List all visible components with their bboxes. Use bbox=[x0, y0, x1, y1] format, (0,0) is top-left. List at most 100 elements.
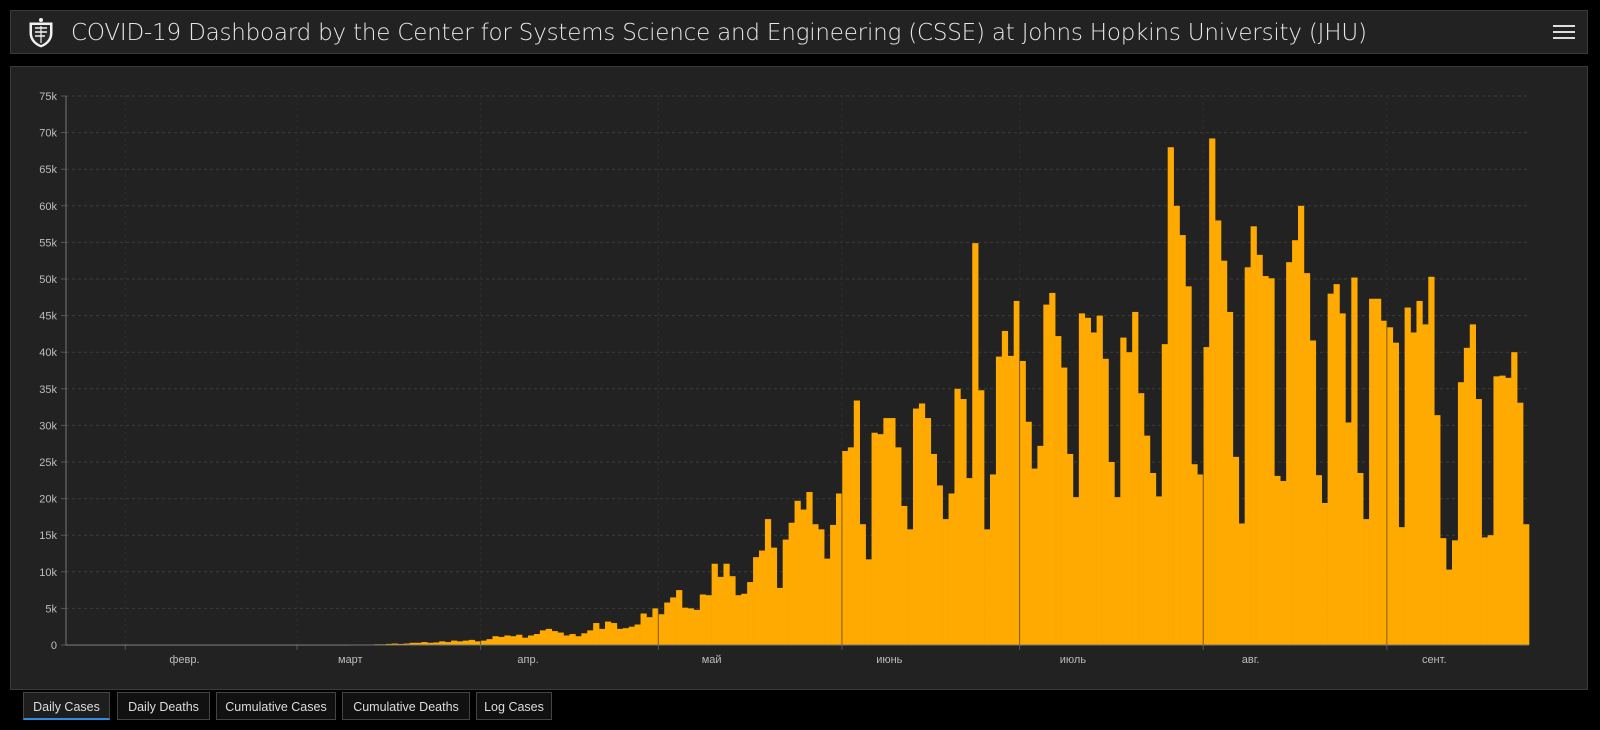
bar bbox=[1351, 277, 1358, 645]
y-tick-label: 50k bbox=[39, 274, 57, 286]
tab-cumulative-deaths[interactable]: Cumulative Deaths bbox=[342, 692, 470, 720]
bar bbox=[1345, 422, 1352, 645]
bar bbox=[1209, 138, 1216, 645]
bar bbox=[670, 597, 677, 645]
bar bbox=[610, 623, 618, 645]
bar bbox=[1523, 524, 1530, 645]
bar bbox=[622, 628, 629, 645]
bar bbox=[451, 640, 458, 645]
bar bbox=[1511, 352, 1518, 645]
bar bbox=[788, 522, 795, 645]
bar bbox=[865, 559, 872, 645]
tab-cumulative-cases[interactable]: Cumulative Cases bbox=[216, 692, 336, 720]
bar bbox=[735, 595, 742, 645]
bar bbox=[1043, 304, 1050, 645]
bar bbox=[1380, 320, 1388, 645]
bar bbox=[433, 642, 440, 645]
bar bbox=[936, 485, 943, 645]
bar bbox=[1090, 332, 1097, 645]
bar bbox=[1457, 382, 1465, 645]
bar bbox=[818, 529, 825, 645]
bar bbox=[1303, 273, 1311, 645]
bar bbox=[599, 628, 606, 645]
y-tick-label: 40k bbox=[39, 347, 57, 359]
y-tick-label: 75k bbox=[39, 91, 57, 103]
bar bbox=[468, 639, 475, 645]
bar bbox=[415, 642, 422, 645]
bar bbox=[770, 547, 778, 645]
x-tick-label: февр. bbox=[169, 654, 199, 666]
bar bbox=[1031, 468, 1038, 645]
bar bbox=[942, 519, 949, 645]
bar bbox=[913, 408, 920, 645]
bar bbox=[1191, 464, 1198, 645]
bar bbox=[1422, 324, 1429, 645]
bar bbox=[563, 635, 570, 645]
bar bbox=[1392, 342, 1399, 645]
bar bbox=[871, 432, 878, 645]
bar bbox=[1298, 205, 1305, 646]
bar bbox=[498, 636, 505, 645]
bar bbox=[646, 617, 653, 645]
x-tick-label: апр. bbox=[517, 654, 538, 666]
y-tick-label: 45k bbox=[39, 311, 57, 323]
tab-daily-deaths[interactable]: Daily Deaths bbox=[117, 692, 210, 720]
bar bbox=[759, 550, 766, 645]
bar bbox=[1013, 300, 1020, 645]
y-tick-label: 60k bbox=[39, 201, 57, 213]
bar bbox=[522, 637, 529, 645]
bar bbox=[480, 640, 487, 645]
bar bbox=[1309, 340, 1317, 645]
bar bbox=[1493, 376, 1500, 645]
hamburger-menu-icon[interactable] bbox=[1553, 22, 1575, 42]
bar bbox=[474, 641, 481, 645]
bar bbox=[699, 594, 706, 645]
tab-daily-cases[interactable]: Daily Cases bbox=[23, 692, 110, 720]
bar bbox=[1481, 537, 1488, 645]
bar bbox=[557, 632, 564, 645]
bar bbox=[741, 593, 748, 645]
bar bbox=[1037, 445, 1044, 645]
bar bbox=[1404, 307, 1411, 645]
bar bbox=[628, 626, 635, 645]
bar bbox=[1078, 313, 1086, 645]
bar bbox=[729, 576, 736, 645]
bar bbox=[895, 447, 902, 645]
tab-log-cases[interactable]: Log Cases bbox=[476, 692, 552, 720]
bar bbox=[764, 519, 772, 645]
bar bbox=[1102, 358, 1109, 645]
bar bbox=[1215, 220, 1222, 645]
bar bbox=[486, 639, 493, 645]
bar bbox=[1469, 324, 1476, 645]
app-header: COVID-19 Dashboard by the Center for Sys… bbox=[10, 10, 1588, 54]
bar bbox=[539, 630, 547, 645]
bar bbox=[528, 635, 535, 645]
bar bbox=[960, 399, 967, 645]
bar bbox=[800, 509, 807, 645]
jhu-shield-icon[interactable] bbox=[25, 17, 57, 49]
bar bbox=[1173, 205, 1180, 646]
bar bbox=[1321, 502, 1328, 645]
bar bbox=[676, 590, 683, 645]
bar bbox=[693, 609, 701, 645]
bar bbox=[1055, 336, 1062, 645]
bar bbox=[877, 434, 884, 645]
y-tick-label: 15k bbox=[39, 530, 57, 542]
y-tick-label: 25k bbox=[39, 457, 57, 469]
bar bbox=[1108, 462, 1115, 645]
bar bbox=[427, 642, 434, 645]
bar bbox=[569, 634, 576, 645]
bar bbox=[1327, 293, 1334, 645]
bar bbox=[1001, 330, 1009, 645]
bar bbox=[889, 418, 896, 645]
bar bbox=[717, 576, 724, 645]
bar bbox=[605, 621, 612, 645]
bar bbox=[1138, 393, 1145, 645]
bar bbox=[1072, 497, 1080, 645]
bar bbox=[841, 451, 849, 645]
bar bbox=[397, 643, 404, 645]
y-tick-label: 35k bbox=[39, 384, 57, 396]
bar bbox=[575, 636, 582, 645]
bar bbox=[1132, 311, 1139, 645]
bar bbox=[545, 628, 552, 645]
